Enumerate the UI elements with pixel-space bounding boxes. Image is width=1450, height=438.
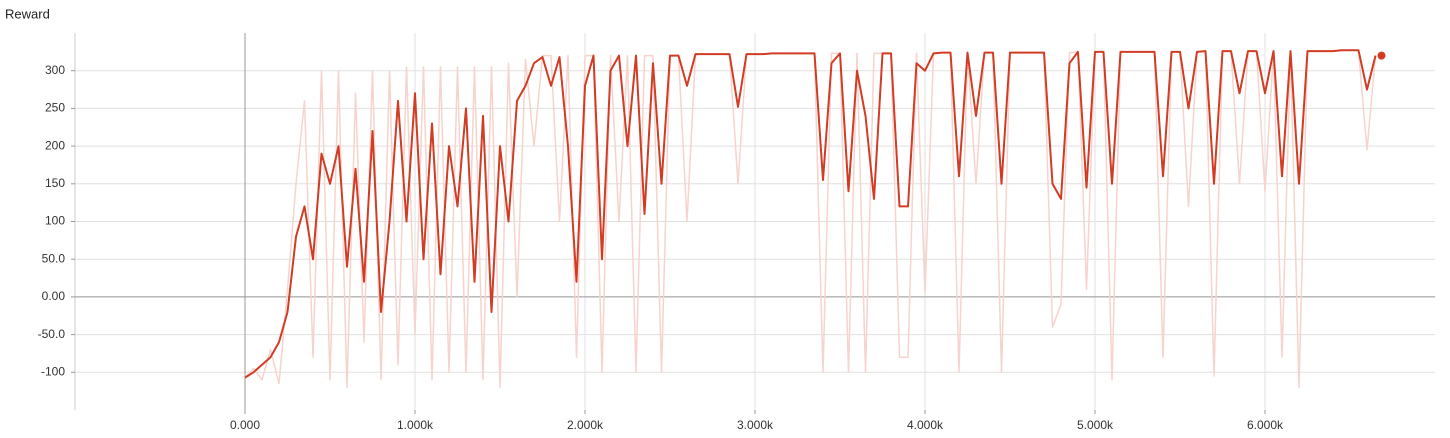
y-tick-label: 0.00	[42, 289, 66, 303]
y-tick-label: -100	[41, 364, 65, 378]
y-tick-label: 300	[45, 63, 65, 77]
y-tick-label: -50.0	[38, 327, 66, 341]
x-tick-label: 5.000k	[1077, 418, 1114, 432]
y-tick-label: 200	[45, 138, 65, 152]
y-tick-label: 50.0	[42, 251, 66, 265]
x-tick-label: 2.000k	[567, 418, 604, 432]
y-tick-label: 150	[45, 176, 65, 190]
y-tick-label: 250	[45, 101, 65, 115]
x-tick-label: 4.000k	[907, 418, 944, 432]
series-line	[244, 49, 1377, 379]
x-tick-label: 1.000k	[397, 418, 434, 432]
chart-title: Reward	[5, 6, 50, 21]
x-tick-label: 3.000k	[737, 418, 774, 432]
y-tick-label: 100	[45, 214, 65, 228]
last-point	[1377, 51, 1386, 60]
x-tick-label: 6.000k	[1247, 418, 1284, 432]
x-tick-label: 0.000	[230, 418, 260, 432]
